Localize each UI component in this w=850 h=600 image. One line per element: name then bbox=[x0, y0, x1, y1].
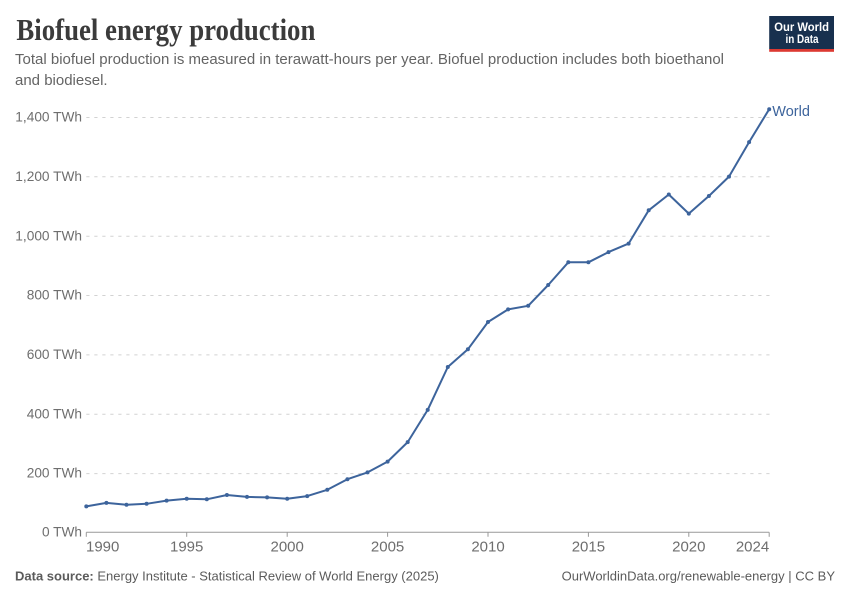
svg-text:Total biofuel production is me: Total biofuel production is measured in … bbox=[15, 51, 724, 68]
svg-text:2015: 2015 bbox=[572, 539, 605, 556]
svg-text:600 TWh: 600 TWh bbox=[27, 347, 82, 362]
svg-text:200 TWh: 200 TWh bbox=[27, 466, 82, 481]
svg-text:in Data: in Data bbox=[786, 32, 819, 46]
svg-text:1,000 TWh: 1,000 TWh bbox=[15, 228, 82, 243]
svg-text:800 TWh: 800 TWh bbox=[27, 288, 82, 303]
svg-text:and biodiesel.: and biodiesel. bbox=[15, 72, 108, 89]
svg-text:OurWorldinData.org/renewable-e: OurWorldinData.org/renewable-energy | CC… bbox=[562, 569, 836, 584]
svg-text:Our World: Our World bbox=[774, 20, 829, 34]
svg-text:2005: 2005 bbox=[371, 539, 404, 556]
svg-text:1995: 1995 bbox=[170, 539, 203, 556]
svg-text:400 TWh: 400 TWh bbox=[27, 406, 82, 421]
svg-text:World: World bbox=[772, 104, 810, 120]
svg-text:2020: 2020 bbox=[672, 539, 705, 556]
svg-text:1990: 1990 bbox=[86, 539, 119, 556]
svg-text:Biofuel energy production: Biofuel energy production bbox=[16, 12, 315, 47]
svg-text:2024: 2024 bbox=[736, 539, 769, 556]
svg-text:1,400 TWh: 1,400 TWh bbox=[15, 110, 82, 125]
svg-text:1,200 TWh: 1,200 TWh bbox=[15, 169, 82, 184]
svg-text:0 TWh: 0 TWh bbox=[42, 524, 82, 539]
svg-text:Data source: Energy Institute: Data source: Energy Institute - Statisti… bbox=[15, 569, 439, 584]
svg-text:2010: 2010 bbox=[471, 539, 504, 556]
svg-text:2000: 2000 bbox=[271, 539, 304, 556]
